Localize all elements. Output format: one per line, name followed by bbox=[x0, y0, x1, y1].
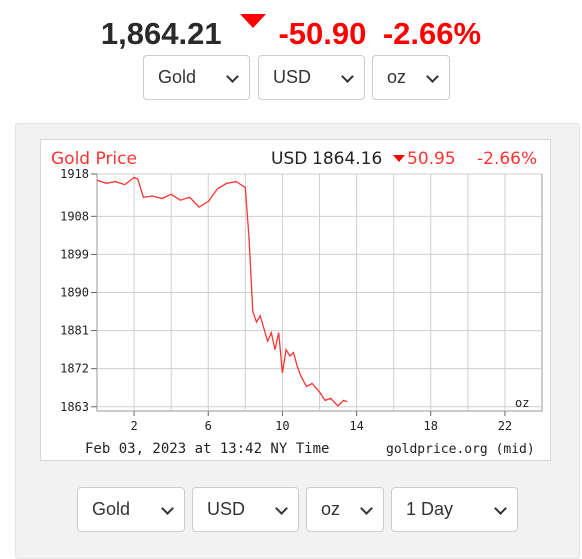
y-tick-label: 1881 bbox=[60, 324, 89, 338]
metal-select-value: Gold bbox=[158, 67, 197, 87]
unit-label: oz bbox=[515, 396, 529, 410]
range-select-value: 1 Day bbox=[406, 499, 454, 519]
range-select[interactable]: 1 Day bbox=[391, 487, 518, 532]
chart-header-price: 1864.16 bbox=[312, 149, 382, 169]
chevron-down-icon bbox=[161, 502, 174, 515]
y-tick-label: 1863 bbox=[60, 400, 89, 414]
current-price: 1,864.21 bbox=[100, 15, 222, 51]
down-arrow-icon bbox=[240, 14, 267, 28]
chart-header-currency: USD bbox=[271, 149, 307, 169]
bottom-currency-select-value: USD bbox=[207, 499, 246, 519]
chevron-down-icon bbox=[275, 502, 288, 515]
chevron-down-icon bbox=[494, 502, 507, 515]
y-tick-label: 1890 bbox=[60, 286, 89, 300]
x-tick-label: 14 bbox=[349, 419, 363, 433]
price-change: -50.90 bbox=[278, 15, 367, 51]
chart-header-percent: -2.66% bbox=[477, 149, 537, 169]
metal-select[interactable]: Gold bbox=[143, 55, 250, 100]
unit-select[interactable]: oz bbox=[372, 55, 450, 100]
bottom-metal-select[interactable]: Gold bbox=[77, 487, 185, 532]
unit-select-value: oz bbox=[387, 67, 407, 87]
chevron-down-icon bbox=[360, 502, 373, 515]
quote-bar: 1,864.21 -50.90 -2.66% bbox=[0, 14, 582, 52]
chart-timestamp: Feb 03, 2023 at 13:42 NY Time bbox=[85, 441, 329, 457]
gold-price-chart: Gold Price USD 1864.16 50.95 -2.66% 1918… bbox=[40, 139, 551, 461]
x-tick-label: 10 bbox=[275, 419, 289, 433]
bottom-metal-select-value: Gold bbox=[92, 499, 131, 519]
chart-source: goldprice.org (mid) bbox=[386, 442, 535, 457]
percent-change: -2.66% bbox=[382, 15, 482, 51]
x-tick-label: 18 bbox=[424, 419, 438, 433]
y-tick-label: 1899 bbox=[60, 247, 89, 261]
chevron-down-icon bbox=[341, 70, 354, 83]
bottom-unit-select[interactable]: oz bbox=[306, 487, 384, 532]
gold-price-line bbox=[96, 176, 348, 407]
y-tick-label: 1908 bbox=[60, 209, 89, 223]
x-tick-label: 2 bbox=[130, 419, 137, 433]
bottom-unit-select-value: oz bbox=[321, 499, 341, 519]
chevron-down-icon bbox=[426, 70, 439, 83]
chart-svg: Gold Price USD 1864.16 50.95 -2.66% 1918… bbox=[51, 149, 543, 457]
x-tick-label: 6 bbox=[205, 419, 212, 433]
chart-header-change: 50.95 bbox=[407, 149, 456, 169]
y-tick-label: 1918 bbox=[60, 167, 89, 181]
y-tick-label: 1872 bbox=[60, 362, 89, 376]
currency-select[interactable]: USD bbox=[258, 55, 365, 100]
chart-down-triangle-icon bbox=[393, 155, 405, 162]
y-axis: 1918 1908 1899 1890 1881 1872 1863 bbox=[60, 167, 89, 414]
chevron-down-icon bbox=[226, 70, 239, 83]
bottom-currency-select[interactable]: USD bbox=[192, 487, 299, 532]
chart-title: Gold Price bbox=[51, 149, 137, 169]
currency-select-value: USD bbox=[273, 67, 312, 87]
x-tick-label: 22 bbox=[498, 419, 512, 433]
x-axis: 2 6 10 14 18 22 bbox=[130, 419, 512, 433]
chart-grid bbox=[91, 173, 543, 416]
